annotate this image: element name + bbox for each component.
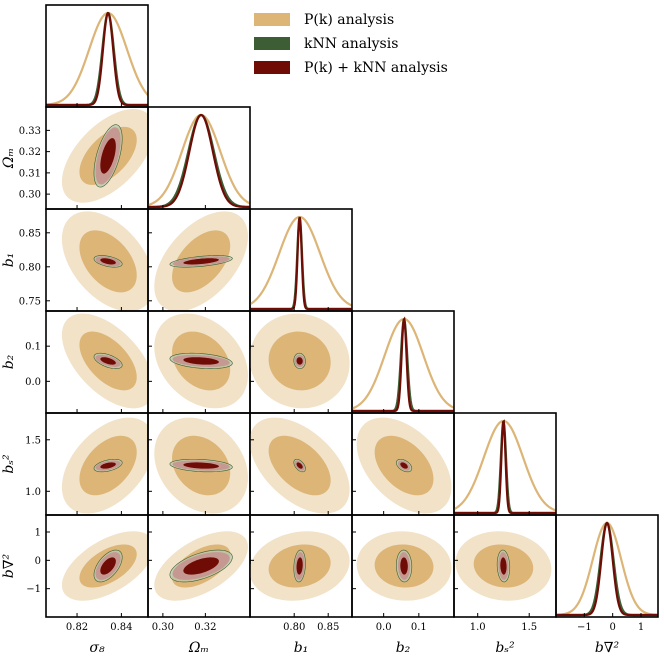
marginal-bs2-series-0 xyxy=(454,419,556,512)
panel-b2-b2 xyxy=(352,316,454,413)
x-tick-label-bnabla2: −1 xyxy=(577,622,592,633)
contour-combined-68 xyxy=(183,357,219,365)
contour-combined-68 xyxy=(183,462,219,469)
panel-frame xyxy=(555,514,659,618)
x-axis-label-b1: b₁ xyxy=(294,640,309,656)
contour-combined-68 xyxy=(400,462,408,469)
y-tick-label-b2: 0.0 xyxy=(25,377,41,388)
contour-combined-68 xyxy=(100,462,116,469)
x-tick-label-bnabla2: 0 xyxy=(609,622,615,633)
panel-bs2-b2 xyxy=(356,417,452,514)
x-tick-label-sigma8: 0.82 xyxy=(66,622,88,633)
panel-bs2-bs2 xyxy=(454,419,556,515)
contour-combined-68 xyxy=(183,557,219,575)
panel-bs2-sigma8 xyxy=(61,417,148,514)
marginal-b1-series-0 xyxy=(250,215,352,307)
panel-bnabla2-b2 xyxy=(356,531,452,601)
x-tick-label-omegam: 0.32 xyxy=(194,622,216,633)
panel-b1-b1 xyxy=(250,215,352,311)
x-axis-label-b2: b₂ xyxy=(396,640,411,656)
marginal-sigma8-series-0 xyxy=(46,11,148,106)
contour-combined-68 xyxy=(296,357,303,365)
y-tick-label-bs2: 1.0 xyxy=(25,487,41,498)
y-axis-label-b1: b₁ xyxy=(1,253,17,268)
panel-b2-sigma8 xyxy=(61,313,148,409)
panel-bnabla2-bnabla2 xyxy=(556,521,658,617)
x-tick-label-b2: 0.1 xyxy=(411,622,427,633)
x-tick-label-bs2: 1.0 xyxy=(470,622,486,633)
y-axis-label-omegam: Ωₘ xyxy=(1,148,17,169)
legend: P(k) analysis kNN analysis P(k) + kNN anal… xyxy=(254,12,448,76)
panel-bnabla2-omegam xyxy=(154,531,248,601)
legend-label-2: P(k) + kNN analysis xyxy=(304,60,448,76)
panel-b2-omegam xyxy=(154,313,248,409)
y-tick-label-omegam: 0.32 xyxy=(19,147,41,158)
marginal-bs2-series-2 xyxy=(454,419,556,515)
panel-b1-sigma8 xyxy=(61,211,148,311)
legend-label-1: kNN analysis xyxy=(304,36,398,52)
marginal-omegam-series-0 xyxy=(148,113,250,207)
x-tick-label-b1: 0.80 xyxy=(283,622,305,633)
y-tick-label-bnabla2: 1 xyxy=(35,528,41,539)
contour-combined-68 xyxy=(100,138,116,174)
x-tick-label-sigma8: 0.84 xyxy=(110,622,132,633)
marginal-b1-series-2 xyxy=(250,216,352,311)
panel-b1-omegam xyxy=(154,211,248,311)
y-tick-label-b1: 0.80 xyxy=(19,262,41,273)
x-tick-label-bs2: 1.5 xyxy=(521,622,537,633)
panel-bnabla2-b1 xyxy=(250,531,350,601)
x-axis-label-sigma8: σ₈ xyxy=(89,640,105,656)
contour-combined-68 xyxy=(296,462,303,469)
contour-combined-68 xyxy=(100,557,116,575)
legend-label-0: P(k) analysis xyxy=(304,12,394,28)
y-tick-label-bs2: 1.5 xyxy=(25,435,41,446)
contour-combined-68 xyxy=(183,258,219,265)
x-tick-label-b2: 0.0 xyxy=(376,622,392,633)
y-axis-label-bs2: bₛ² xyxy=(1,454,17,474)
marginal-b2-series-2 xyxy=(352,316,454,413)
marginal-bnabla2-series-1 xyxy=(556,521,658,617)
marginal-bnabla2-series-0 xyxy=(556,521,658,616)
marginal-sigma8-series-2 xyxy=(46,11,148,107)
panel-bs2-omegam xyxy=(154,417,248,514)
y-tick-label-omegam: 0.33 xyxy=(19,126,41,137)
x-tick-label-b1: 0.85 xyxy=(317,622,339,633)
y-tick-label-b2: 0.1 xyxy=(25,342,41,353)
x-axis-label-bs2: bₛ² xyxy=(495,640,515,656)
x-axis-label-bnabla2: b∇² xyxy=(595,640,620,656)
panel-sigma8-sigma8 xyxy=(46,11,148,107)
contour-combined-68 xyxy=(100,357,116,365)
y-tick-label-omegam: 0.30 xyxy=(19,190,41,201)
y-axis-label-b2: b₂ xyxy=(1,354,17,369)
y-tick-label-b1: 0.85 xyxy=(19,228,41,239)
y-tick-label-omegam: 0.31 xyxy=(19,168,41,179)
x-tick-label-bnabla2: 1 xyxy=(638,622,644,633)
contour-combined-68 xyxy=(100,258,116,265)
x-axis-label-omegam: Ωₘ xyxy=(188,640,209,656)
legend-swatch-0 xyxy=(254,13,290,26)
legend-swatch-1 xyxy=(254,37,290,50)
panel-bs2-b1 xyxy=(250,417,350,514)
y-axis-label-bnabla2: b∇² xyxy=(1,553,17,578)
y-tick-label-bnabla2: −1 xyxy=(26,584,41,595)
marginal-omegam-series-2 xyxy=(148,113,250,209)
y-tick-label-b1: 0.75 xyxy=(19,296,41,307)
contour-combined-68 xyxy=(296,557,303,575)
contour-combined-68 xyxy=(400,557,408,575)
y-tick-label-bnabla2: 0 xyxy=(35,556,41,567)
panel-omegam-sigma8 xyxy=(61,109,148,203)
legend-swatch-2 xyxy=(254,61,290,74)
x-tick-label-omegam: 0.30 xyxy=(152,622,174,633)
panel-b2-b1 xyxy=(250,313,350,409)
panel-bnabla2-bs2 xyxy=(455,531,552,601)
marginal-bnabla2-series-2 xyxy=(556,521,658,617)
contour-combined-68 xyxy=(500,557,507,575)
panel-bnabla2-sigma8 xyxy=(61,531,148,601)
panel-omegam-omegam xyxy=(148,113,250,209)
